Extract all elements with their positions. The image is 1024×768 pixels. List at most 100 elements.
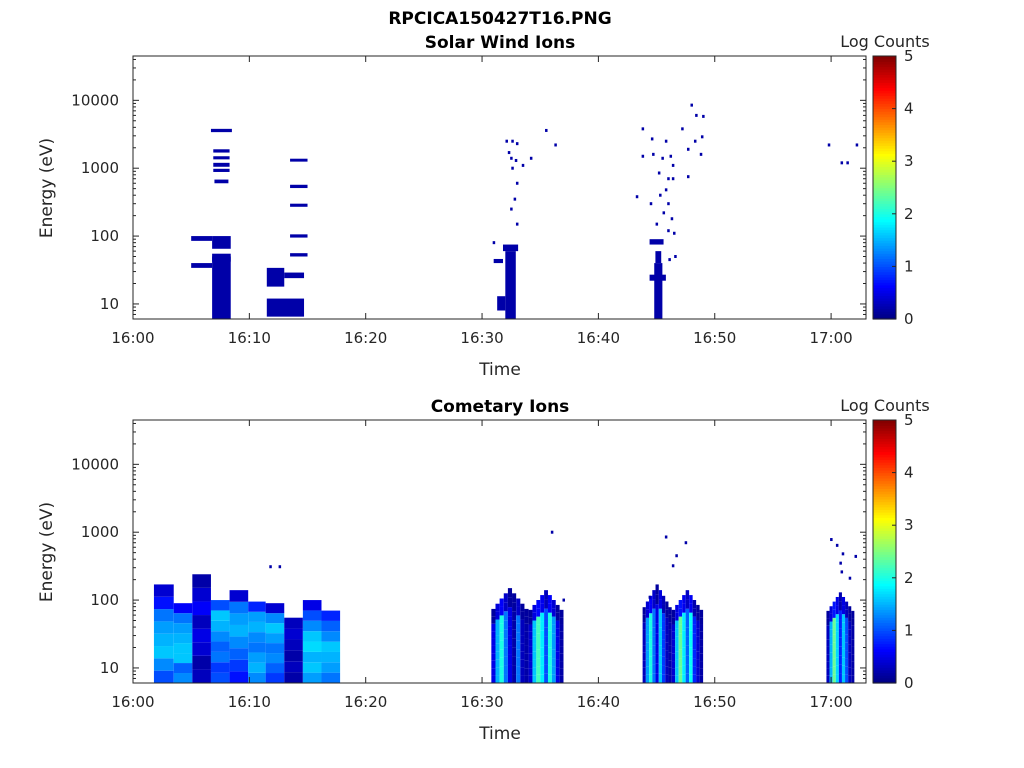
spectrogram-cell (524, 660, 529, 669)
spectrogram-cell (555, 675, 560, 683)
spectrogram-cell (321, 662, 341, 673)
spectrogram-cell (210, 641, 230, 652)
spectrogram-cell (544, 618, 548, 628)
spectrogram-cell (212, 256, 231, 262)
spectrogram-cell (191, 263, 213, 268)
count-point (652, 152, 655, 156)
spectrogram-cell (668, 652, 672, 661)
count-point (671, 564, 675, 568)
colorbar-tick-label: 5 (904, 411, 914, 429)
spectrogram-cell (835, 639, 839, 649)
spectrogram-cell (851, 675, 855, 683)
spectrogram-cell (555, 636, 560, 644)
spectrogram-cell (649, 595, 653, 605)
count-point (554, 143, 557, 147)
count-point (510, 156, 513, 160)
spectrogram-cell (499, 606, 504, 616)
colorbar-swatch (873, 195, 896, 199)
spectrogram-cell (645, 642, 650, 651)
colorbar-swatch (873, 137, 896, 141)
spectrogram-cell (229, 613, 249, 625)
colorbar-swatch (873, 261, 896, 265)
spectrogram-cell (491, 616, 496, 624)
spectrogram-cell (495, 651, 500, 660)
spectrogram-cell (559, 631, 564, 640)
colorbar-swatch (873, 61, 896, 65)
y-tick-label: 10000 (71, 455, 119, 473)
count-point (699, 152, 703, 156)
colorbar-swatch (873, 425, 896, 429)
spectrogram-cell (675, 667, 679, 676)
count-point (657, 171, 661, 175)
spectrogram-cell (192, 628, 211, 643)
colorbar-swatch (873, 311, 896, 315)
colorbar-swatch (873, 664, 896, 668)
spectrogram-cell (540, 595, 545, 604)
colorbar-swatch (873, 627, 896, 631)
spectrogram-cell (826, 625, 830, 633)
spectrogram-cell (248, 672, 266, 683)
panel-title: Cometary Ions (431, 397, 570, 417)
spectrogram-cell (671, 661, 676, 669)
spectrogram-cell (528, 631, 533, 640)
count-point (514, 158, 518, 162)
y-tick-label: 100 (90, 591, 119, 609)
colorbar-swatch (873, 74, 896, 78)
colorbar-swatch (873, 535, 896, 539)
spectrogram-cell (696, 675, 700, 683)
colorbar-swatch (873, 533, 896, 537)
colorbar-swatch (873, 648, 896, 653)
spectrogram-cell (848, 636, 852, 645)
spectrogram-cell (512, 602, 517, 612)
spectrogram-cell (829, 621, 833, 630)
spectrogram-cell (645, 609, 650, 618)
spectrogram-cell (213, 162, 230, 167)
spectrogram-cell (826, 668, 830, 676)
spectrogram-cell (841, 657, 846, 666)
spectrogram-cell (524, 608, 529, 617)
spectrogram-cell (491, 653, 496, 661)
y-tick-label: 10000 (71, 91, 119, 109)
colorbar-swatch (873, 142, 896, 147)
colorbar-swatch (873, 598, 896, 603)
spectrogram-cell (692, 608, 697, 617)
spectrogram-cell (544, 664, 548, 674)
count-point (840, 161, 844, 165)
colorbar-swatch (873, 58, 896, 62)
spectrogram-cell (547, 665, 552, 675)
colorbar-swatch (873, 174, 896, 178)
colorbar-swatch (873, 245, 896, 249)
x-axis-label: Time (478, 360, 521, 380)
spectrogram-cell (848, 659, 852, 668)
spectrogram-cell (699, 631, 704, 640)
count-point (648, 595, 652, 599)
spectrogram-cell (838, 673, 842, 683)
spectrogram-cell (559, 609, 564, 618)
count-point (841, 552, 845, 556)
spectrogram-cell (845, 642, 849, 651)
spectrogram-cell (248, 662, 266, 673)
spectrogram-cell (229, 648, 249, 660)
spectrogram-cell (229, 601, 249, 614)
colorbar-swatch (873, 179, 896, 183)
spectrogram-cell (302, 620, 322, 632)
spectrogram-cell (516, 615, 521, 624)
colorbar-swatch (873, 480, 896, 484)
colorbar-swatch (873, 198, 896, 202)
spectrogram-cell (645, 625, 650, 635)
spectrogram-cell (832, 658, 836, 667)
panel-title: Solar Wind Ions (425, 33, 576, 53)
count-point (695, 113, 698, 117)
spectrogram-cell (685, 664, 690, 674)
spectrogram-cell (682, 674, 686, 683)
spectrogram-cell (229, 636, 249, 649)
spectrogram-cell (662, 613, 666, 622)
spectrogram-cell (555, 628, 560, 637)
spectrogram-cell (678, 633, 683, 642)
spectrogram-cell (841, 648, 846, 658)
spectrogram-cell (559, 646, 564, 654)
y-axis-label: Energy (eV) (37, 138, 57, 238)
spectrogram-cell (671, 639, 676, 647)
spectrogram-cell (851, 639, 855, 647)
colorbar-swatch (873, 242, 896, 246)
